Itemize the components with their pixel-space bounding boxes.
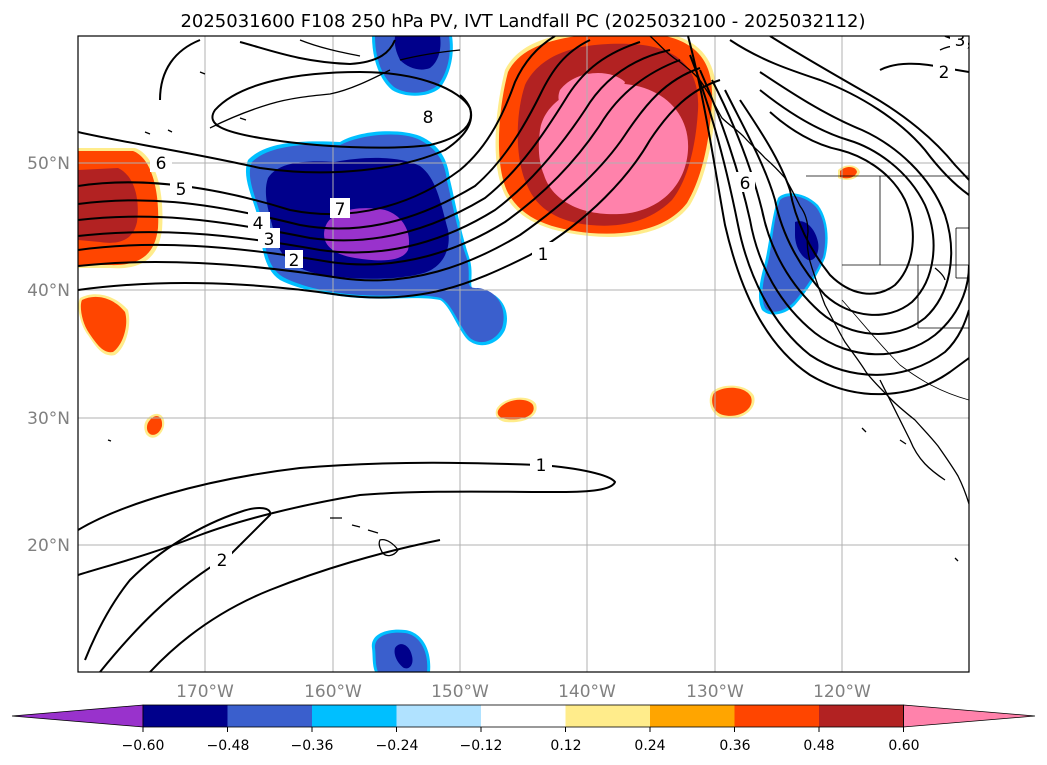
colorbar-tick-label: −0.48 xyxy=(207,738,250,754)
lon-label: 130°W xyxy=(686,682,744,702)
colorbar-tick-label: −0.12 xyxy=(460,738,503,754)
contour-label-backgrounds xyxy=(150,36,968,570)
lat-label: 50°N xyxy=(27,154,70,174)
colorbar-extend-low xyxy=(11,704,144,728)
longitude-labels: 170°W 160°W 150°W 140°W 130°W 120°W xyxy=(176,682,871,702)
north-america-coastline xyxy=(649,36,969,505)
colorbar-tick-label: 0.24 xyxy=(634,738,665,754)
lon-label: 150°W xyxy=(431,682,489,702)
map-area: 8 7 6 5 4 3 2 1 6 2 1 2 3 xyxy=(78,31,969,672)
colorbar xyxy=(11,704,1036,732)
colorbar-extend-high xyxy=(903,704,1036,728)
colorbar-segment xyxy=(143,705,228,727)
contour-labels: 8 7 6 5 4 3 2 1 6 2 1 2 3 xyxy=(156,31,966,571)
contour-label: 3 xyxy=(264,230,275,250)
colorbar-segment xyxy=(227,705,313,727)
hawaii-islands xyxy=(330,517,399,557)
colorbar-tick-label: 0.36 xyxy=(719,738,750,754)
colorbar-tick-label: −0.60 xyxy=(122,738,165,754)
lon-label: 170°W xyxy=(176,682,234,702)
contour-label: 4 xyxy=(253,214,264,234)
contour-label: 8 xyxy=(423,108,434,128)
colorbar-tick-label: −0.36 xyxy=(291,738,334,754)
colorbar-tick-label: 0.12 xyxy=(550,738,581,754)
colorbar-outline xyxy=(142,704,904,728)
contour-label: 2 xyxy=(939,63,950,83)
contour-label: 1 xyxy=(536,456,547,476)
lat-label: 40°N xyxy=(27,281,70,301)
colorbar-segment xyxy=(650,705,735,727)
lon-label: 120°W xyxy=(813,682,871,702)
colorbar-tick-labels: −0.60 −0.48 −0.36 −0.24 −0.12 0.12 0.24 … xyxy=(122,738,920,754)
colorbar-segment xyxy=(565,705,651,727)
lat-label: 30°N xyxy=(27,409,70,429)
contour-label: 7 xyxy=(335,200,346,220)
positive-ivt-anomaly-regions xyxy=(78,36,860,438)
latitude-labels: 50°N 40°N 30°N 20°N xyxy=(27,154,70,556)
contour-label: 2 xyxy=(217,551,228,571)
contour-label: 3 xyxy=(955,31,966,51)
colorbar-segment xyxy=(734,705,820,727)
colorbar-tick-label: −0.24 xyxy=(376,738,419,754)
contour-label: 6 xyxy=(740,174,751,194)
map-frame xyxy=(77,35,970,673)
contour-label: 6 xyxy=(156,154,167,174)
contour-label: 5 xyxy=(176,180,187,200)
lon-label: 140°W xyxy=(558,682,616,702)
colorbar-segment xyxy=(819,705,904,727)
lon-label: 160°W xyxy=(304,682,362,702)
lat-label: 20°N xyxy=(27,536,70,556)
colorbar-tick-label: 0.60 xyxy=(888,738,919,754)
coastlines xyxy=(107,36,969,562)
contour-label: 2 xyxy=(289,251,300,271)
map-title: 2025031600 F108 250 hPa PV, IVT Landfall… xyxy=(180,11,865,32)
contour-label: 1 xyxy=(538,245,549,265)
colorbar-segment xyxy=(481,705,566,727)
colorbar-segment xyxy=(396,705,482,727)
colorbar-tick-label: 0.48 xyxy=(803,738,834,754)
colorbar-segment xyxy=(312,705,397,727)
